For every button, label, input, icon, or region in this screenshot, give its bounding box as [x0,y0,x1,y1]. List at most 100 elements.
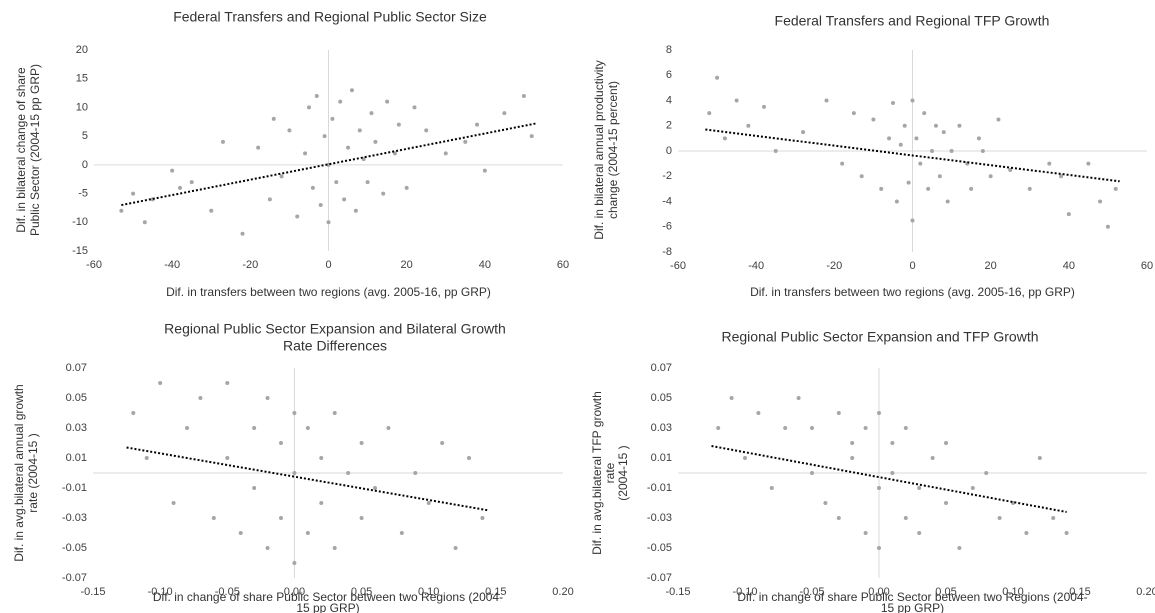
point [877,546,881,550]
point [305,531,310,535]
point [877,486,881,490]
point [734,98,739,103]
point [859,174,864,179]
point [158,381,163,385]
y-tick-label: -15 [72,245,88,257]
x-tick-label: 0.15 [1069,586,1090,598]
point [715,75,720,80]
y-tick-label: -0.07 [647,572,672,584]
point [271,116,276,121]
y-tick-label: 5 [82,130,88,142]
x-tick-label: -0.15 [80,586,105,598]
point [209,208,214,213]
point [170,168,175,173]
y-axis-label: Public Sector (2004-15 pp GRP) [28,64,42,236]
point [413,471,418,475]
point [177,185,182,190]
y-axis-label: Dif. in bilateral annual productivity [592,60,606,239]
point [185,426,189,430]
point [1027,186,1032,191]
point [890,441,895,445]
point [119,208,124,213]
point [357,128,362,133]
y-axis-label: (2004-15 ) [616,445,630,500]
point [424,128,429,133]
point [131,191,136,196]
point [475,122,480,127]
point [906,180,911,185]
x-tick-label: 60 [557,259,569,271]
point [941,130,946,135]
point [910,218,915,223]
point [824,98,829,103]
point [373,486,377,490]
point [365,180,370,185]
point [810,426,814,430]
point [890,471,895,475]
point [502,111,507,116]
point [836,516,841,520]
point [969,186,974,191]
trendline [711,445,1067,513]
point [287,128,292,133]
y-tick-label: -0.03 [647,512,672,524]
x-tick-label: -0.05 [215,586,240,598]
point [914,136,919,141]
y-tick-label: -0.05 [62,542,87,554]
x-axis-label: Dif. in transfers between two regions (a… [166,285,491,299]
point [189,180,194,185]
x-tick-label: 0.05 [351,586,372,598]
point [385,99,390,104]
point [412,105,417,110]
point [917,486,922,490]
point [918,161,923,166]
point [988,174,993,179]
y-tick-label: 10 [76,101,88,113]
point [783,426,788,430]
point [801,130,806,135]
x-tick-label: -60 [86,259,102,271]
point [279,441,283,445]
point [373,139,378,144]
y-axis-label: rate (2004-15 ) [26,433,40,512]
point [944,501,948,505]
point [332,546,337,550]
y-tick-label: -0.01 [647,482,672,494]
point [310,185,315,190]
point [349,88,354,93]
point [996,117,1001,122]
y-tick-label: 0.01 [651,452,672,464]
point [756,411,761,415]
point [887,136,892,141]
x-tick-label: 60 [1141,260,1153,272]
y-tick-label: -0.07 [62,572,87,584]
point [359,516,364,520]
point [346,145,351,150]
point [295,214,300,219]
x-tick-label: 0.10 [418,586,439,598]
point [292,471,297,475]
trendline [126,446,490,512]
point [850,441,855,445]
y-tick-label: 6 [666,69,672,81]
y-axis-label: Dif. in avg.bilateral annual growth [12,384,26,561]
point [440,441,445,445]
point [404,185,409,190]
point [823,501,828,505]
point [898,142,903,147]
x-axis-label: 15 pp GRP) [296,601,359,613]
point [330,116,335,121]
trendline [705,128,1120,183]
point [707,111,712,116]
point [970,486,975,490]
x-tick-label: -0.10 [148,586,173,598]
x-axis-label: Dif. in transfers between two regions (a… [750,285,1075,299]
point [252,426,257,430]
x-tick-label: -40 [164,259,180,271]
chart-title: Federal Transfers and Regional TFP Growt… [775,13,1050,29]
y-tick-label: 0.05 [651,392,672,404]
point [225,381,230,385]
point [1105,224,1110,229]
point [743,456,747,460]
point [810,471,814,475]
